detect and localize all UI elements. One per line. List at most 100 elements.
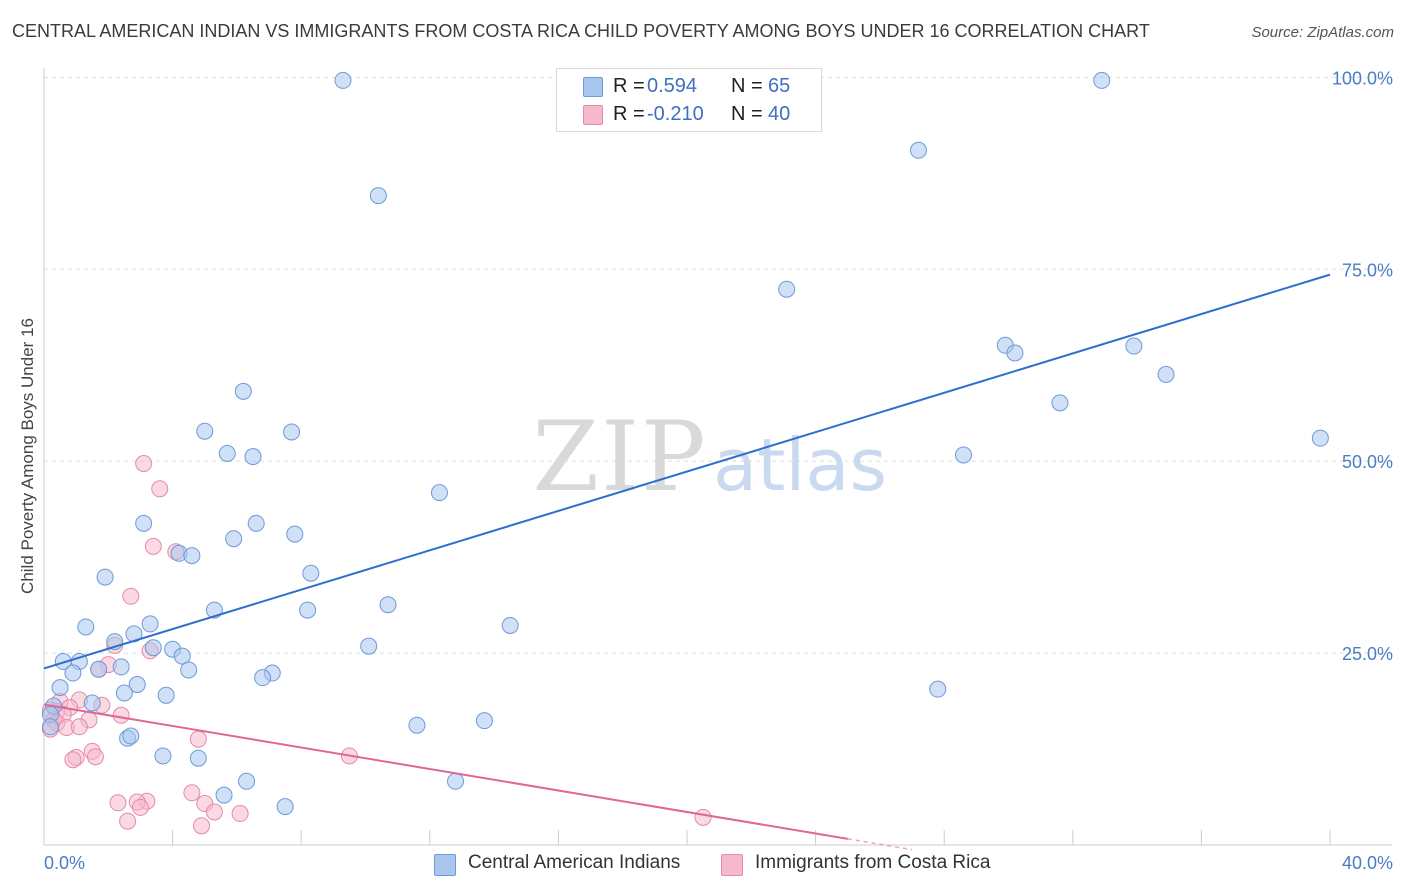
point-immigrants-costa-rica [144,537,162,555]
point-central-american-indians [501,616,519,634]
point-central-american-indians [144,639,162,657]
point-central-american-indians [1311,429,1329,447]
point-central-american-indians [154,747,172,765]
point-immigrants-costa-rica [205,803,223,821]
point-central-american-indians [244,448,262,466]
point-central-american-indians [247,514,265,532]
point-central-american-indians [238,772,256,790]
point-central-american-indians [286,525,304,543]
chart-title: CENTRAL AMERICAN INDIAN VS IMMIGRANTS FR… [12,21,1150,41]
point-central-american-indians [215,786,233,804]
point-immigrants-costa-rica [119,812,137,830]
point-central-american-indians [173,647,191,665]
point-central-american-indians [196,422,214,440]
point-immigrants-costa-rica [86,748,104,766]
bottom-legend-swatch-pink [721,854,743,876]
point-central-american-indians [141,615,159,633]
point-immigrants-costa-rica [109,794,127,812]
legend-r-label: R = [613,103,645,125]
point-central-american-indians [360,637,378,655]
legend-n-label: N = [731,103,763,125]
point-central-american-indians [96,568,114,586]
y-tick-label: 25.0% [1342,644,1393,664]
point-central-american-indians [954,446,972,464]
bottom-legend-label: Immigrants from Costa Rica [755,852,991,873]
watermark-zip: ZIP [532,401,707,513]
point-central-american-indians [929,680,947,698]
y-tick-label: 75.0% [1342,260,1393,280]
y-tick-label: 50.0% [1342,452,1393,472]
point-central-american-indians [183,547,201,565]
point-central-american-indians [112,658,130,676]
legend-r-label: R = [613,75,645,97]
trend-line-extension [847,838,913,851]
point-central-american-indians [51,679,69,697]
point-immigrants-costa-rica [694,808,712,826]
point-central-american-indians [128,676,146,694]
point-central-american-indians [1157,365,1175,383]
y-axis-label: Child Poverty Among Boys Under 16 [18,318,37,594]
point-central-american-indians [475,712,493,730]
point-central-american-indians [334,71,352,89]
point-central-american-indians [64,664,82,682]
point-central-american-indians [1006,344,1024,362]
point-central-american-indians [1051,394,1069,412]
point-central-american-indians [379,596,397,614]
point-immigrants-costa-rica [231,805,249,823]
point-immigrants-costa-rica [135,454,153,472]
point-central-american-indians [1093,71,1111,89]
point-central-american-indians [90,660,108,678]
point-immigrants-costa-rica [122,587,140,605]
point-central-american-indians [254,669,272,687]
watermark-atlas: atlas [713,423,887,507]
legend-row-central-american-indians: R = 0.594 N = 65 [557,73,821,101]
point-immigrants-costa-rica [151,480,169,498]
legend-row-immigrants-costa-rica: R = -0.210 N = 40 [557,101,821,129]
point-central-american-indians [189,749,207,767]
point-central-american-indians [115,684,133,702]
x-tick-label: 40.0% [1342,853,1393,873]
point-central-american-indians [909,141,927,159]
point-immigrants-costa-rica [183,784,201,802]
grid-lines [44,76,1392,654]
y-tick-label: 100.0% [1332,68,1393,88]
point-central-american-indians [430,484,448,502]
x-tick-label: 0.0% [44,853,85,873]
point-immigrants-costa-rica [189,730,207,748]
legend-swatch-pink [583,105,603,125]
point-central-american-indians [302,564,320,582]
trend-lines [43,273,1331,851]
point-central-american-indians [778,280,796,298]
point-immigrants-costa-rica [112,706,130,724]
point-central-american-indians [276,798,294,816]
legend-swatch-blue [583,77,603,97]
series-central-american-indians [41,71,1329,816]
point-central-american-indians [122,727,140,745]
watermark: ZIP atlas [532,401,887,513]
legend-n-value: 40 [768,103,791,125]
point-central-american-indians [41,718,59,736]
point-immigrants-costa-rica [131,798,149,816]
point-central-american-indians [180,661,198,679]
bottom-legend-swatch-blue [434,854,456,876]
bottom-legend-label: Central American Indians [468,852,681,873]
point-central-american-indians [283,423,301,441]
trend-line-immigrants-costa-rica [43,703,848,840]
point-central-american-indians [234,382,252,400]
point-immigrants-costa-rica [193,817,211,835]
point-immigrants-costa-rica [64,751,82,769]
legend-r-value: -0.210 [647,103,704,125]
point-central-american-indians [77,618,95,636]
point-central-american-indians [218,445,236,462]
point-central-american-indians [447,772,465,790]
trend-line-central-american-indians [43,273,1331,670]
point-central-american-indians [408,716,426,734]
point-central-american-indians [369,187,387,205]
point-immigrants-costa-rica [70,718,88,736]
tick-labels: 25.0% 50.0% 75.0% 100.0% 0.0% 40.0% [44,68,1393,873]
correlation-legend: R = 0.594 N = 65 R = -0.210 N = 40 [556,68,822,132]
point-central-american-indians [225,530,243,548]
point-central-american-indians [83,694,101,712]
legend-n-label: N = [731,75,763,97]
